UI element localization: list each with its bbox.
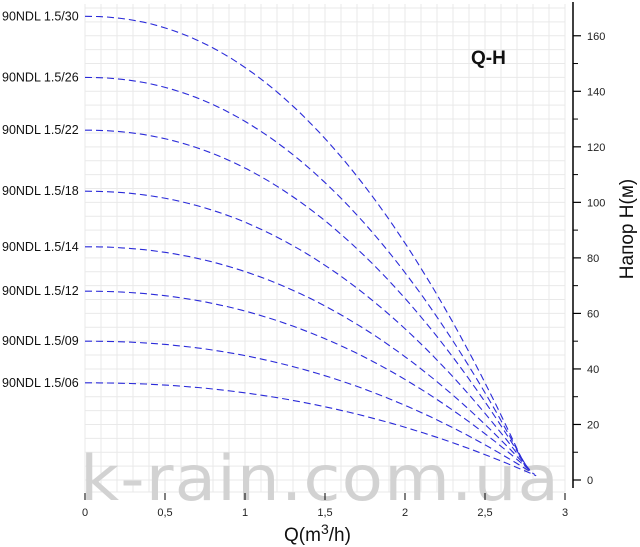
x-tick-label: 1 (242, 507, 248, 519)
series-label-5: 90NDL 1.5/14 (2, 240, 79, 254)
curve-series-5 (85, 246, 532, 473)
y-tick-label: 100 (587, 197, 605, 209)
chart-title: Q-H (471, 48, 506, 69)
x-tick-label: 2,5 (477, 507, 492, 519)
series-label-2: 90NDL 1.5/26 (2, 70, 79, 84)
x-tick-label: 3 (562, 507, 568, 519)
curve-series-6 (85, 290, 534, 474)
series-label-6: 90NDL 1.5/12 (2, 284, 79, 298)
x-tick-label: 2 (402, 507, 408, 519)
y-tick-label: 80 (587, 253, 599, 265)
y-axis-title: Напор H(м) (617, 179, 638, 279)
x-tick-label: 0 (82, 507, 88, 519)
x-axis-title-suffix: /h) (329, 525, 351, 546)
series-labels: 90NDL 1.5/30 90NDL 1.5/26 90NDL 1.5/22 90ND… (2, 9, 79, 389)
y-tick-label: 20 (587, 419, 599, 431)
x-axis-title: Q(m3/h) (284, 521, 351, 546)
x-axis-title-sup: 3 (321, 521, 329, 537)
curve-series-2 (84, 76, 528, 468)
y-tick-label: 120 (587, 142, 605, 154)
y-tick-label: 60 (587, 308, 599, 320)
curve-series-1 (84, 15, 526, 467)
y-tick-label: 0 (587, 475, 593, 487)
y-tick-label: 40 (587, 364, 599, 376)
series-label-7: 90NDL 1.5/09 (2, 334, 79, 348)
watermark: k-rain.com.ua (80, 442, 560, 515)
x-axis-ticks: 0 0,5 1 1,5 2 2,5 3 (82, 493, 568, 519)
series-label-4: 90NDL 1.5/18 (2, 184, 79, 198)
series-label-1: 90NDL 1.5/30 (2, 9, 79, 23)
x-tick-label: 0,5 (157, 507, 172, 519)
curve-series-7 (85, 340, 535, 475)
y-tick-label: 160 (587, 31, 605, 43)
x-axis-title-prefix: Q(m (284, 525, 321, 546)
series-label-3: 90NDL 1.5/22 (2, 123, 79, 137)
y-tick-label: 140 (587, 86, 605, 98)
y-axis-ticks: 0 20 40 60 80 100 120 140 160 (573, 31, 605, 487)
x-tick-label: 1,5 (317, 507, 332, 519)
curves (84, 15, 537, 477)
grid (84, 4, 566, 493)
curve-series-3 (85, 129, 529, 470)
series-label-8: 90NDL 1.5/06 (2, 376, 79, 390)
curve-series-8 (85, 382, 537, 477)
curve-series-4 (84, 190, 531, 471)
